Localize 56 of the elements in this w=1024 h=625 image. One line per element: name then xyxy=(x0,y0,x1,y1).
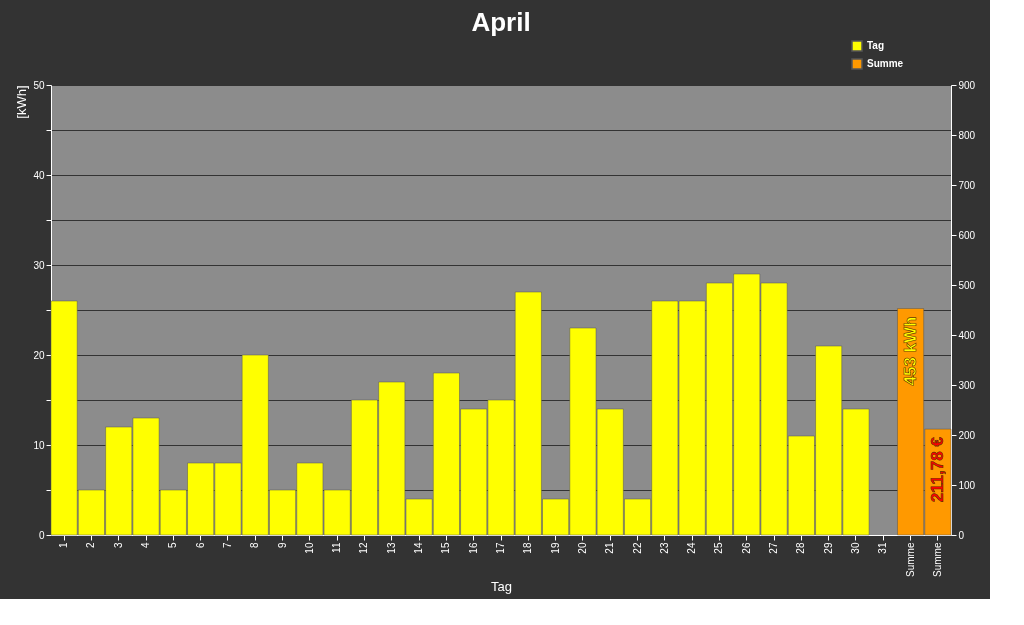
x-tick-label: 13 xyxy=(385,542,397,554)
y2-tick-label: 800 xyxy=(958,129,976,141)
x-tick-label: 5 xyxy=(167,542,179,549)
x-tick-label: 9 xyxy=(276,542,288,549)
y2-tick-label: 900 xyxy=(958,79,976,91)
y-tick-label: 10 xyxy=(33,439,45,451)
y2-tick-label: 100 xyxy=(958,479,976,491)
x-tick-label: 17 xyxy=(495,542,506,554)
x-tick-label: Summe xyxy=(931,542,943,577)
y-tick-label: 40 xyxy=(33,169,45,181)
y-tick-label: 30 xyxy=(33,259,45,271)
x-axis-title: Tag xyxy=(491,578,512,594)
x-tick-label: 1 xyxy=(58,542,70,549)
x-tick-label: 26 xyxy=(740,542,752,554)
x-tick-label: 31 xyxy=(877,542,889,554)
x-tick-label: 11 xyxy=(331,542,343,553)
y2-tick-label: 500 xyxy=(958,279,976,291)
x-tick-label: 30 xyxy=(849,542,861,554)
legend-label: Summe xyxy=(867,58,904,69)
x-tick-label: Summe xyxy=(904,542,916,577)
x-tick-label: 23 xyxy=(658,542,670,554)
x-tick-label: 19 xyxy=(549,542,561,554)
x-tick-label: 15 xyxy=(440,542,452,554)
y2-tick-label: 600 xyxy=(958,229,976,241)
y2-tick-label: 700 xyxy=(958,179,976,191)
x-tick-label: 14 xyxy=(413,542,425,554)
x-tick-label: 21 xyxy=(604,542,616,554)
y-axis-title: [kWh] xyxy=(14,85,30,119)
y2-tick-label: 200 xyxy=(958,429,976,441)
x-tick-label: 24 xyxy=(686,542,698,554)
x-tick-label: 8 xyxy=(249,542,261,549)
x-tick-label: 2 xyxy=(85,542,97,549)
x-tick-label: 4 xyxy=(140,542,152,549)
x-tick-label: 22 xyxy=(631,542,643,554)
x-tick-label: 29 xyxy=(822,542,834,554)
x-tick-label: 12 xyxy=(358,542,370,554)
x-tick-label: 25 xyxy=(713,542,725,554)
legend-label: Tag xyxy=(867,40,885,51)
x-tick-label: 6 xyxy=(194,542,206,549)
y2-tick-label: 300 xyxy=(958,379,976,391)
x-tick-label: 27 xyxy=(768,542,780,554)
y2-tick-label: 400 xyxy=(958,329,976,341)
y2-tick-label: 0 xyxy=(958,529,965,541)
x-tick-label: 20 xyxy=(576,542,588,554)
x-tick-label: 10 xyxy=(303,542,315,554)
data-label: 211,78 € xyxy=(927,436,947,503)
y-tick-label: 50 xyxy=(33,79,45,91)
x-tick-label: 28 xyxy=(795,542,807,554)
chart-title: April xyxy=(471,7,531,37)
x-tick-label: 18 xyxy=(522,542,534,554)
data-label: 453 kWh xyxy=(900,316,920,386)
x-tick-label: 7 xyxy=(221,542,233,549)
x-tick-label: 16 xyxy=(467,542,479,554)
y-tick-label: 20 xyxy=(33,349,45,361)
y-tick-label: 0 xyxy=(38,529,45,541)
x-tick-label: 3 xyxy=(112,542,124,549)
